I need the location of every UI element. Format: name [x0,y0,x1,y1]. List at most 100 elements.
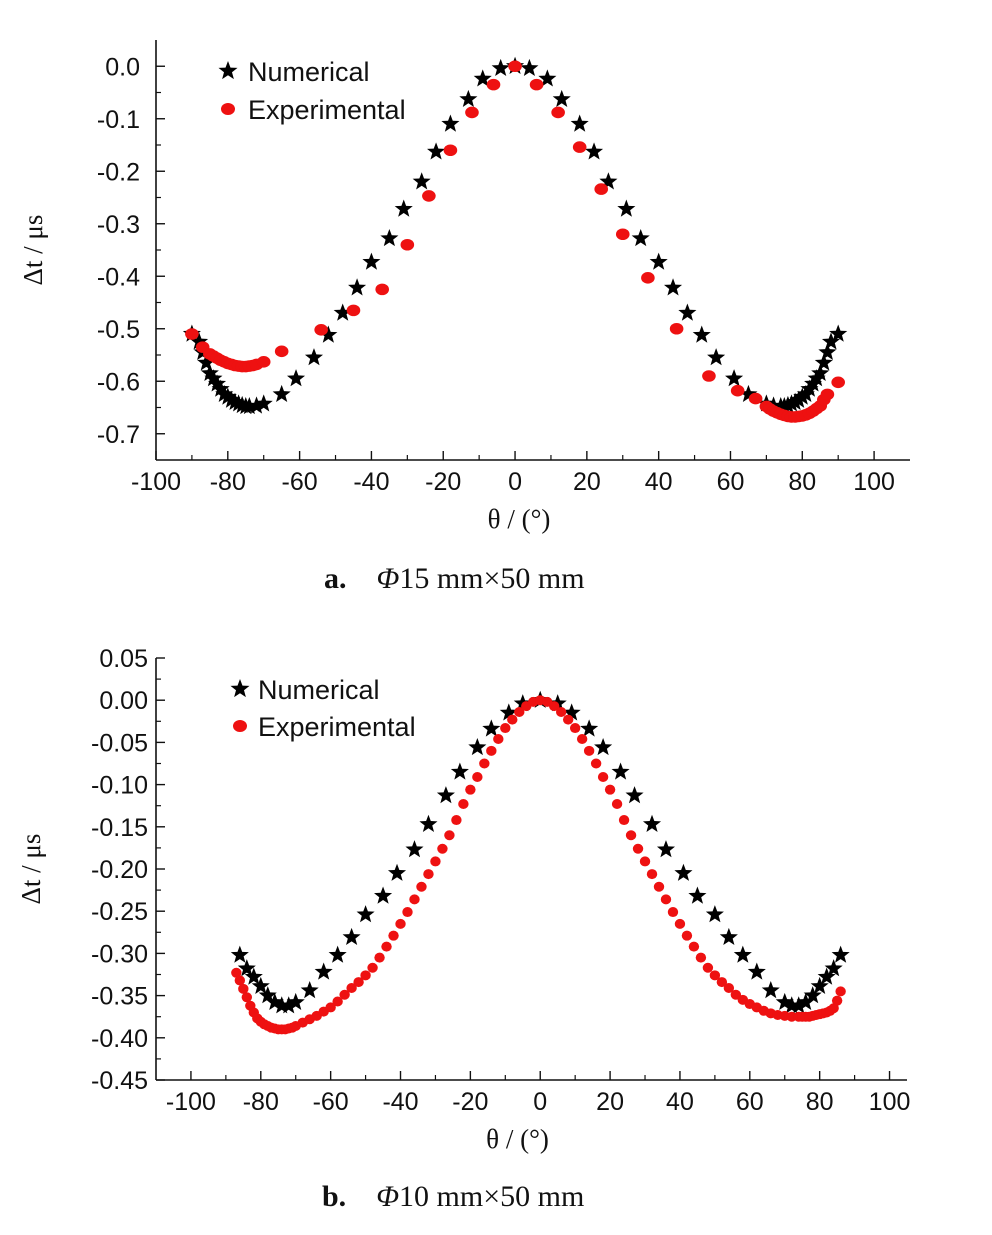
numerical-point [304,348,324,366]
numerical-point [649,252,668,270]
numerical-point [814,353,833,371]
experimental-point [632,843,644,854]
legend-star-icon [218,61,238,80]
numerical-point [230,945,249,963]
y-axis-title: Δt / μs [16,834,46,905]
x-tick-label: 0 [533,1088,547,1116]
caption-panel-label: b. [322,1180,346,1213]
experimental-point [569,723,581,734]
experimental-point [646,869,658,880]
experimental-point [234,975,246,986]
series-experimental [231,695,846,1035]
numerical-point [818,342,837,361]
experimental-point [458,799,469,810]
y-axis-title: Δt / μs [18,215,48,286]
x-tick-label: -100 [131,468,181,496]
numerical-point [599,172,618,190]
numerical-point [419,814,438,832]
experimental-point [716,977,728,988]
x-tick-label: 40 [666,1088,694,1116]
experimental-point [572,141,587,153]
numerical-point [824,959,843,977]
numerical-point [342,927,361,946]
numerical-point [775,992,794,1011]
legend-label-numerical: Numerical [248,57,370,87]
legend: Numerical Experimental [230,675,416,742]
x-tick-label: -60 [282,468,318,496]
numerical-point [611,762,630,780]
x-tick-label: 60 [717,468,745,496]
numerical-point [570,114,589,132]
numerical-point [817,967,836,985]
experimental-point [402,907,413,918]
experimental-point [748,392,763,405]
numerical-point [499,703,518,721]
numerical-point [190,332,209,350]
numerical-point [333,303,352,321]
experimental-point [465,784,476,795]
numerical-point [520,58,539,77]
numerical-point [796,992,815,1011]
experimental-point [597,772,609,783]
numerical-point [272,996,291,1014]
x-tick-label: -80 [243,1088,279,1116]
numerical-point [208,374,227,392]
numerical-point [829,324,848,342]
experimental-point [444,830,455,841]
y-tick-label: -0.15 [91,814,148,842]
numerical-point [692,325,711,343]
legend: Numerical Experimental [218,57,406,125]
experimental-point [314,324,328,336]
numerical-point [674,863,693,881]
experimental-point [576,734,588,745]
series-experimental [185,60,845,423]
legend-label-numerical: Numerical [258,675,380,705]
experimental-point [625,830,637,841]
experimental-point [274,345,289,358]
experimental-point [409,894,420,905]
numerical-point [380,228,399,247]
panel-a: -100 -80 -60 -40 -20 0 20 40 60 80 100 0.0 -0.1 -0.2 -… [18,40,910,595]
experimental-point [667,907,679,918]
experimental-point [367,962,378,973]
numerical-point [279,996,298,1014]
numerical-point [362,252,381,270]
numerical-point [552,89,571,108]
numerical-point [789,996,808,1014]
numerical-point [782,996,801,1014]
numerical-point [642,814,662,832]
experimental-point [583,745,595,756]
y-tick-label: -0.7 [97,421,140,449]
experimental-point [443,144,458,157]
experimental-point [669,322,684,335]
experimental-point [562,714,574,725]
experimental-point [422,190,436,202]
caption-symbol: Φ [376,1180,399,1213]
x-tick-label: 80 [788,468,816,496]
numerical-point [705,905,724,923]
experimental-point [831,995,843,1006]
y-tick-label: -0.10 [91,772,148,800]
experimental-point [507,714,518,725]
numerical-point [538,69,557,87]
numerical-point [580,719,599,737]
experimental-point [500,723,511,734]
x-tick-label: 100 [869,1088,911,1116]
experimental-point [486,78,501,91]
experimental-point [400,238,415,251]
numerical-point [328,945,347,963]
x-tick-label: 100 [853,468,895,496]
experimental-point [529,78,544,91]
experimental-point [185,328,199,340]
experimental-point [374,952,385,963]
numerical-point [803,986,822,1004]
experimental-point [381,941,392,952]
x-tick-label: 60 [736,1088,764,1116]
numerical-point [482,719,501,737]
x-axis-title: θ / (°) [488,504,551,534]
numerical-point [286,992,305,1011]
experimental-point [618,815,630,826]
numerical-point [594,737,613,756]
numerical-point [811,363,830,382]
numerical-point [631,228,650,247]
